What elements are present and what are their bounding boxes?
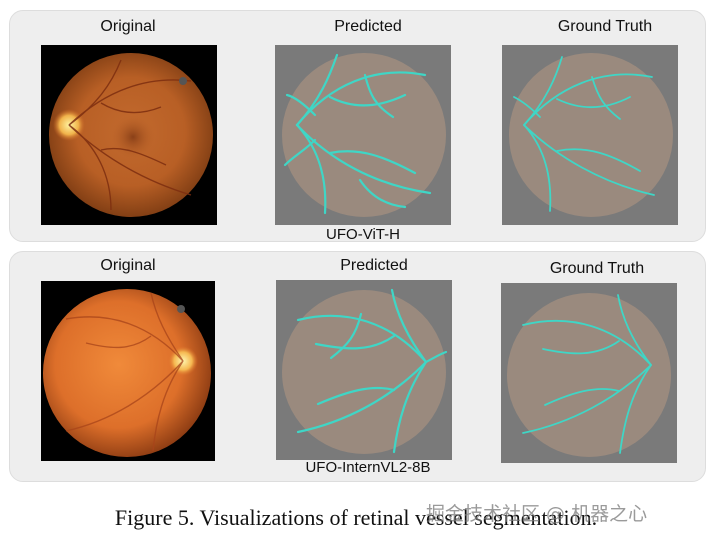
- bottom-ground-truth-image: [501, 283, 677, 463]
- top-panel: Original Predicted Ground Truth: [9, 10, 706, 243]
- vessel-predicted-top: [275, 45, 451, 225]
- top-original-title: Original: [100, 18, 156, 35]
- bottom-model-label: UFO-InternVL2-8B: [305, 459, 431, 476]
- top-predicted-title: Predicted: [334, 18, 402, 35]
- bottom-original-title: Original: [100, 257, 156, 274]
- fundus-image-top: [41, 45, 217, 225]
- vessel-predicted-bottom: [276, 280, 452, 460]
- fundus-image-bottom: [41, 281, 215, 461]
- top-ground-truth-title: Ground Truth: [557, 18, 653, 35]
- top-predicted-image: [275, 45, 451, 225]
- bottom-panel: Original Predicted Ground Truth: [9, 251, 706, 482]
- vessel-ground-truth-top: [502, 45, 678, 225]
- bottom-predicted-image: [276, 280, 452, 460]
- top-ground-truth-image: [502, 45, 678, 225]
- bottom-original-image: [41, 281, 215, 461]
- bottom-predicted-title: Predicted: [340, 257, 408, 274]
- figure-caption: Figure 5. Visualizations of retinal vess…: [114, 505, 598, 530]
- vessel-ground-truth-bottom: [501, 283, 677, 463]
- watermark: 掘金技术社区 @ 机器之心: [426, 503, 648, 525]
- bottom-ground-truth-title: Ground Truth: [549, 260, 645, 277]
- top-model-label: UFO-ViT-H: [326, 226, 400, 243]
- top-original-image: [41, 45, 217, 225]
